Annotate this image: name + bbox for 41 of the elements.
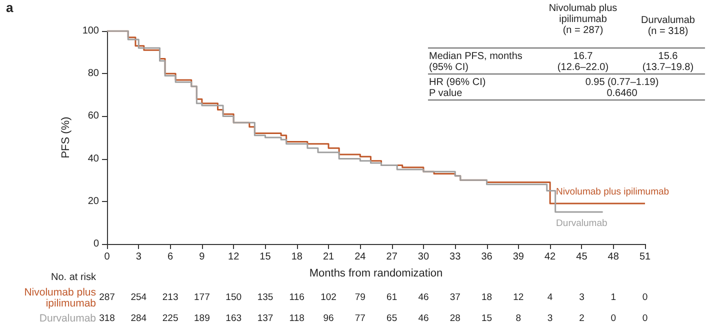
- x-tick-label: 21: [322, 252, 335, 262]
- y-tick-label: 80: [88, 68, 100, 80]
- annotation: Durvalumab (n = 318): [641, 15, 696, 37]
- x-tick-label: 27: [386, 252, 398, 262]
- x-tick-label: 33: [450, 252, 462, 262]
- x-tick-label: 18: [291, 252, 303, 262]
- x-tick-label: 9: [199, 252, 206, 262]
- y-tick-label: 0: [93, 238, 100, 250]
- series-label: Durvalumab: [556, 218, 608, 230]
- series-label: Nivolumab plus ipilimumab: [556, 186, 670, 198]
- y-tick-label: 40: [88, 153, 100, 164]
- text: 287 254 213 177 150 135 116 102 79 61 46 37 18 12 4 3 1 0: [99, 292, 648, 303]
- x-tick-label: 24: [354, 252, 366, 262]
- x-tick-label: 45: [576, 252, 588, 262]
- annotation: Nivolumab plus ipilimumab (n = 287): [548, 3, 618, 36]
- annotation: 0.95 (0.77–1.19) 0.6460: [585, 77, 659, 99]
- annotation: Median PFS, months (95% CI): [429, 51, 522, 73]
- x-axis-title: Months from randomization: [309, 268, 443, 280]
- x-tick-label: 3: [136, 252, 142, 262]
- x-tick-label: 0: [104, 252, 110, 262]
- text: a: [6, 0, 14, 15]
- x-tick-label: 12: [228, 252, 240, 262]
- y-tick-label: 100: [82, 26, 100, 36]
- x-tick-label: 39: [512, 252, 524, 262]
- x-tick-label: 36: [481, 252, 493, 262]
- annotation: 15.6 (13.7–19.8): [642, 51, 694, 73]
- x-tick-label: 6: [168, 252, 174, 262]
- y-tick-label: 60: [88, 110, 100, 122]
- text: No. at risk: [50, 272, 97, 283]
- y-axis-title: PFS (%): [60, 116, 72, 158]
- x-tick-label: 30: [418, 252, 430, 262]
- x-tick-label: 51: [639, 252, 651, 262]
- x-tick-label: 48: [608, 252, 620, 262]
- text: Nivolumab plus ipilimumab: [24, 286, 96, 310]
- x-tick-label: 15: [260, 252, 272, 262]
- y-tick-label: 20: [88, 196, 100, 207]
- annotation: 16.7 (12.6–22.0): [557, 51, 609, 73]
- text: Durvalumab: [39, 312, 96, 324]
- text: 318 284 225 189 163 137 118 96 77 65 46 28 15 8 3 2 0 0: [99, 313, 648, 324]
- x-tick-label: 42: [544, 252, 556, 262]
- annotation: HR (96% CI) P value: [429, 77, 486, 99]
